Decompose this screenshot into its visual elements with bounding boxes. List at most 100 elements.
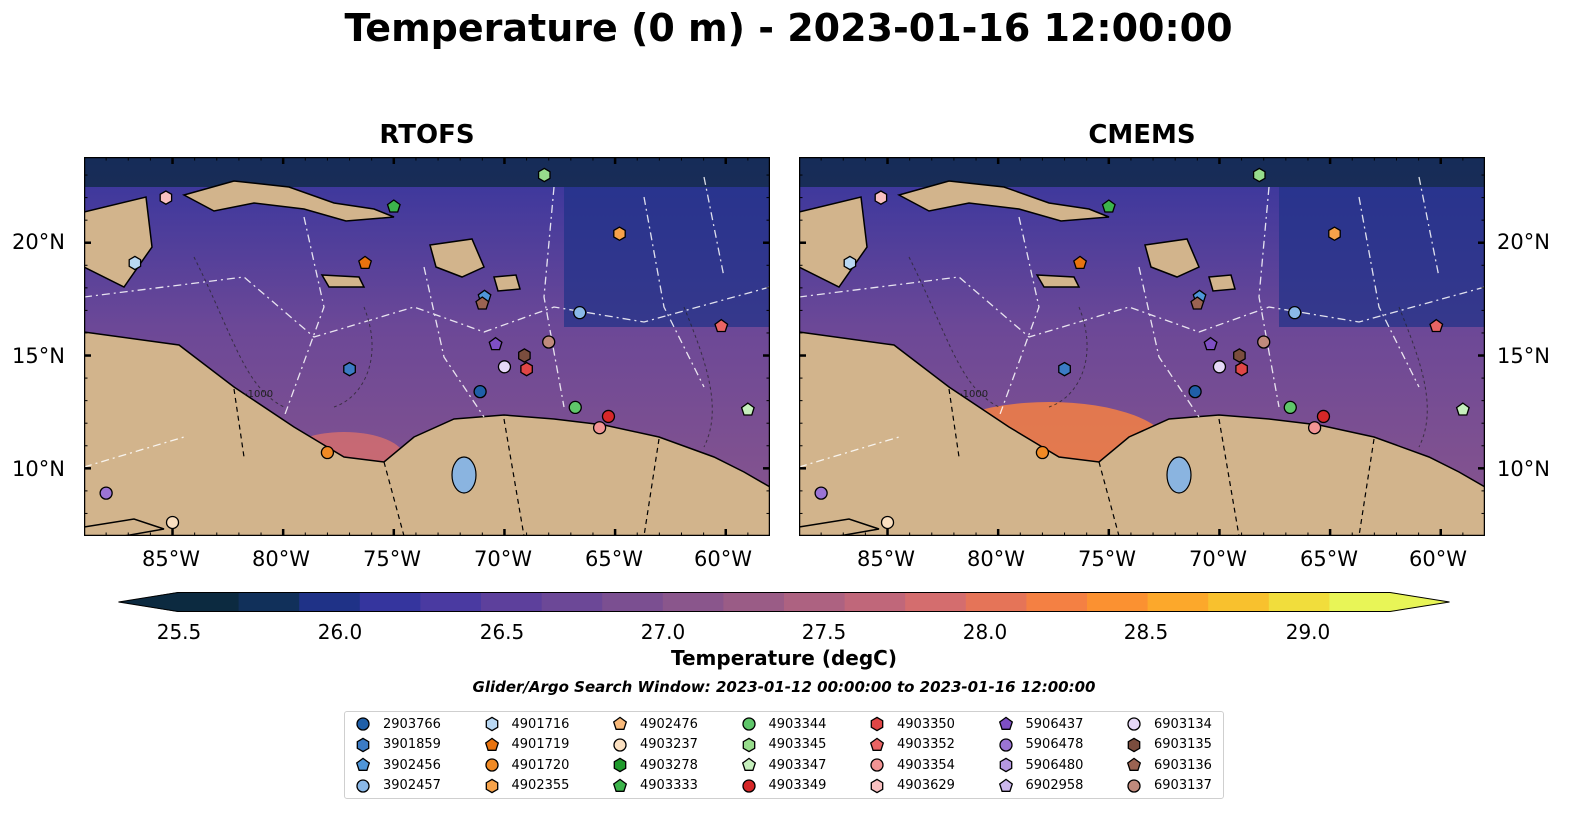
legend-item-label: 4902355: [511, 778, 570, 793]
lon-tick-label: 70°W: [474, 547, 532, 571]
colorbar-segment: [662, 592, 724, 612]
platform-4903352-marker: [714, 318, 729, 333]
legend-item-4903350: 4903350: [869, 715, 955, 733]
figure-title: Temperature (0 m) - 2023-01-16 12:00:00: [344, 6, 1233, 50]
colorbar-segment: [359, 592, 421, 612]
platform-4903333-marker: [386, 199, 401, 213]
platform-4903344-marker: [1283, 400, 1297, 415]
platform-6903134-marker: [497, 360, 512, 374]
land-mass: [493, 274, 521, 292]
map-frame: [799, 157, 1485, 536]
land-mass: [320, 274, 366, 288]
platform-4903347-marker: [1455, 402, 1470, 416]
lon-tick-label: 80°W: [252, 547, 310, 571]
platform-4903345-marker: [1252, 167, 1266, 183]
land-mass: [799, 331, 1485, 536]
bathymetry-contour-label: -1000: [959, 389, 988, 400]
legend-item-label: 4903350: [897, 716, 955, 732]
colorbar-segment: [1329, 592, 1391, 612]
land-mass: [84, 518, 165, 536]
legend-hexagon-marker: [356, 737, 370, 752]
eez-boundary: [799, 176, 1485, 468]
legend-item-4901716: 4901716: [484, 715, 570, 733]
legend-hexagon-marker: [1127, 737, 1141, 752]
legend-item-5906478: 5906478: [998, 736, 1084, 754]
legend-item-4903333: 4903333: [612, 777, 698, 795]
legend-hexagon-marker: [870, 716, 884, 732]
platform-4902355-marker: [613, 226, 626, 242]
legend-item-label: 4903345: [768, 737, 827, 752]
platform-6903136-marker: [1190, 296, 1205, 310]
map-canvas: -1000: [799, 157, 1485, 536]
platform-6903135-marker: [518, 348, 531, 363]
legend-pentagon-marker: [612, 778, 628, 792]
platform-legend: 2903766 3901859 3902456 3902457 4901716 49017…: [344, 711, 1224, 799]
platform-4903354-marker: [1307, 421, 1322, 435]
colorbar-min-extend: [118, 592, 178, 612]
legend-item-label: 3902456: [383, 757, 441, 773]
platform-4901716-marker: [843, 255, 857, 271]
land-mass: [799, 518, 880, 536]
legend-item-6903135: 6903135: [1126, 736, 1212, 754]
legend-pentagon-marker: [1126, 757, 1142, 771]
colorbar-tick-label: 26.5: [479, 620, 525, 644]
legend-item-3902457: 3902457: [355, 777, 441, 795]
legend-item-4901720: 4901720: [484, 756, 569, 774]
legend-item-5906437: 5906437: [998, 715, 1084, 733]
legend-pentagon-marker: [869, 737, 885, 751]
legend-pentagon-marker: [484, 737, 499, 751]
legend-item-label: 5906437: [1025, 716, 1084, 732]
land-mass: [1035, 274, 1081, 288]
legend-hexagon-marker: [613, 757, 627, 773]
platform-4901716-marker: [128, 255, 142, 271]
lon-tick-label: 65°W: [585, 547, 643, 571]
bathymetry-contour: [193, 256, 713, 448]
search-window-text: Glider/Argo Search Window: 2023-01-12 00…: [472, 678, 1096, 696]
colorbar-canvas: [118, 592, 1450, 612]
legend-circle-marker: [1127, 778, 1141, 793]
platform-4901719-marker: [358, 255, 373, 270]
legend-item-label: 4903333: [640, 778, 698, 793]
colorbar-tick-label: 25.5: [156, 620, 202, 644]
legend-pentagon-marker: [612, 716, 628, 730]
platform-4903237-marker: [165, 515, 180, 530]
lat-tick-label: 10°N: [12, 457, 65, 481]
legend-circle-marker: [741, 778, 756, 793]
lat-tick-label: 20°N: [1497, 230, 1550, 254]
colorbar-segment: [420, 592, 482, 612]
legend-item-label: 5906478: [1025, 737, 1084, 752]
legend-pentagon-marker: [741, 757, 756, 771]
legend-item-4902476: 4902476: [612, 715, 698, 733]
platform-5906478-marker: [99, 486, 113, 500]
country-border: [233, 388, 660, 536]
legend-item-label: 4901716: [511, 716, 570, 732]
lake-maracaibo: [1166, 456, 1192, 494]
legend-pentagon-marker: [355, 757, 371, 771]
platform-4901720-marker: [1035, 445, 1050, 460]
lon-tick-label: 75°W: [1078, 547, 1136, 571]
legend-circle-marker: [484, 758, 499, 772]
platform-4903237-marker: [880, 515, 895, 530]
colorbar-segment: [1147, 592, 1209, 612]
platform-6903134-marker: [1212, 360, 1227, 374]
legend-item-4903345: 4903345: [741, 736, 827, 754]
land-mass: [896, 180, 1110, 222]
colorbar-segment: [602, 592, 664, 612]
legend-item-label: 5906480: [1025, 757, 1084, 773]
map-frame: [84, 157, 770, 536]
map-canvas: -1000: [84, 157, 770, 536]
lake-maracaibo: [451, 456, 477, 494]
legend-item-4901719: 4901719: [484, 736, 569, 754]
colorbar-segment: [905, 592, 967, 612]
colorbar-segment: [178, 592, 240, 612]
colorbar-segment: [481, 592, 543, 612]
legend-item-4903344: 4903344: [741, 715, 826, 733]
legend-item-label: 6903137: [1154, 778, 1212, 793]
legend-circle-marker: [613, 737, 627, 752]
platform-4901719-marker: [1073, 255, 1088, 270]
platform-4903347-marker: [740, 402, 755, 416]
lon-tick-label: 60°W: [694, 547, 752, 571]
platform-5906437-marker: [488, 336, 503, 351]
land-mass: [429, 238, 485, 278]
colorbar-segment: [1087, 592, 1149, 612]
